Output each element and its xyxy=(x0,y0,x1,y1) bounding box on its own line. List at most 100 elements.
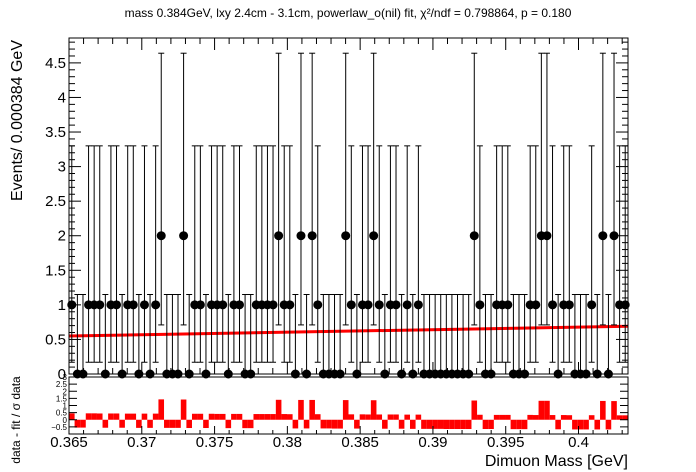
residual-bar xyxy=(136,419,142,428)
data-point xyxy=(346,145,356,363)
y-tick-label: 2.5 xyxy=(45,193,66,210)
data-point xyxy=(195,145,205,363)
data-point xyxy=(307,52,317,326)
residual-bar xyxy=(225,419,232,429)
residual-bar xyxy=(398,419,405,429)
residual-bar xyxy=(203,419,209,429)
y-tick-label: 4 xyxy=(58,89,66,106)
residual-bar xyxy=(393,414,399,420)
residual-bar xyxy=(493,414,500,420)
residual-bar xyxy=(236,413,243,420)
residual-bar xyxy=(382,419,388,429)
residual-bar xyxy=(85,413,92,420)
residual-bar xyxy=(611,401,617,420)
residual-bar xyxy=(320,419,327,429)
res-y-tick-label: −0.5 xyxy=(51,423,67,432)
residual-y-axis-label: data - fit / σ data xyxy=(9,376,23,464)
data-point xyxy=(564,145,574,363)
residual-bar xyxy=(482,419,489,430)
residual-bar xyxy=(242,419,248,429)
residual-bar xyxy=(404,414,410,420)
main-axes: 0 0.5 1 1.5 2 2.5 3 3.5 4 4.5 xyxy=(45,38,628,383)
residual-bar xyxy=(510,419,517,430)
res-y-tick-label: 2.5 xyxy=(56,380,68,389)
residual-bar xyxy=(622,415,628,420)
x-tick-label: 0.37 xyxy=(127,434,156,451)
residual-bar xyxy=(124,413,131,420)
data-point xyxy=(234,145,244,363)
res-y-tick-label: 1.5 xyxy=(56,394,68,403)
residual-bar xyxy=(560,415,567,420)
data-point xyxy=(128,145,138,363)
residual-bar xyxy=(147,419,153,428)
y-tick-label: 2 xyxy=(58,228,66,245)
data-point xyxy=(391,145,401,363)
data-point xyxy=(218,145,228,363)
residual-bar xyxy=(616,415,623,420)
residual-bar xyxy=(594,419,601,430)
residual-bar xyxy=(191,413,198,420)
residual-bar xyxy=(443,419,450,430)
residual-bar xyxy=(108,413,114,420)
data-point xyxy=(151,145,161,363)
data-point xyxy=(268,145,278,363)
residual-bar xyxy=(214,413,220,420)
residual-bar xyxy=(102,419,109,428)
residual-bar xyxy=(247,419,254,429)
residual-bar xyxy=(454,419,461,430)
data-point xyxy=(296,52,306,326)
x-tick-label: 0.385 xyxy=(341,434,379,451)
data-point xyxy=(363,145,373,363)
residual-bar xyxy=(449,419,455,430)
data-point xyxy=(179,52,189,326)
x-tick-label: 0.39 xyxy=(418,434,447,451)
x-tick-label: 0.375 xyxy=(196,434,234,451)
data-point xyxy=(95,145,105,363)
residual-bar xyxy=(309,399,315,420)
residual-bar xyxy=(175,419,181,428)
main-y-axis-label: Events/ 0.000384 GeV xyxy=(9,40,26,201)
residual-bar xyxy=(158,399,165,420)
data-point xyxy=(262,145,272,363)
residual-bar xyxy=(69,413,75,420)
residual-bar xyxy=(152,413,159,420)
residual-bar xyxy=(426,419,433,429)
residual-bar xyxy=(342,400,349,420)
residual-bar xyxy=(298,399,304,420)
residual-bar xyxy=(264,414,271,420)
main-panel: 0 0.5 1 1.5 2 2.5 3 3.5 4 4.5 xyxy=(45,37,630,383)
res-y-tick-label: 1 xyxy=(63,402,68,411)
residual-bar xyxy=(538,400,545,420)
data-point xyxy=(112,145,122,363)
data-point xyxy=(374,145,384,363)
residual-bar xyxy=(219,413,226,420)
residual-bar xyxy=(387,414,394,420)
residual-bar xyxy=(583,419,589,430)
y-tick-label: 1.5 xyxy=(45,262,66,279)
residual-bar xyxy=(605,419,612,430)
residual-bar xyxy=(555,419,561,430)
residual-bar xyxy=(197,413,204,420)
y-tick-label: 1 xyxy=(58,297,66,314)
data-point xyxy=(548,145,558,363)
residual-bar xyxy=(365,414,371,420)
residual-bars xyxy=(69,399,628,430)
residual-bar xyxy=(359,414,366,420)
data-point xyxy=(542,52,552,326)
residual-bar xyxy=(521,419,528,430)
residual-bar xyxy=(577,419,584,430)
residual-bar xyxy=(354,419,360,429)
residual-bar xyxy=(544,400,550,420)
residual-bar xyxy=(488,419,494,430)
res-y-tick-label: 3 xyxy=(63,373,68,382)
residual-bar xyxy=(287,414,293,420)
residual-bar xyxy=(169,419,176,428)
residual-bar xyxy=(119,419,125,428)
residual-bar xyxy=(74,419,81,428)
residual-bar xyxy=(141,413,148,420)
x-tick-label: 0.4 xyxy=(568,434,589,451)
residual-bar xyxy=(281,414,288,420)
res-y-tick-label: 0 xyxy=(63,416,68,425)
res-y-tick-label: 2 xyxy=(63,387,68,396)
